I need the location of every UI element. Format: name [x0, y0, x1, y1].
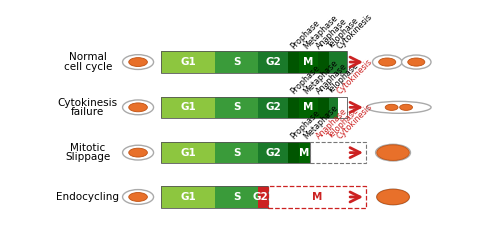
- Text: G2: G2: [265, 57, 281, 67]
- Text: S: S: [233, 102, 240, 112]
- Text: M: M: [312, 192, 322, 202]
- Ellipse shape: [122, 55, 154, 69]
- Text: Mitotic: Mitotic: [70, 143, 106, 153]
- Ellipse shape: [377, 189, 410, 205]
- Bar: [268, 186, 366, 208]
- Ellipse shape: [400, 104, 412, 110]
- Text: Telophase: Telophase: [326, 107, 360, 141]
- Bar: [162, 51, 348, 73]
- Bar: [299, 97, 318, 118]
- Text: G1: G1: [180, 148, 196, 158]
- Ellipse shape: [408, 58, 425, 66]
- Text: Cytokinesis: Cytokinesis: [336, 57, 374, 96]
- Bar: [162, 51, 216, 73]
- Text: G2: G2: [253, 192, 268, 202]
- Ellipse shape: [366, 101, 431, 113]
- Bar: [216, 51, 258, 73]
- Bar: [162, 186, 268, 208]
- Text: Endocycling: Endocycling: [56, 192, 119, 202]
- Text: Cytokinesis: Cytokinesis: [336, 102, 374, 141]
- Bar: [258, 97, 288, 118]
- Text: Cytokinesis: Cytokinesis: [58, 98, 118, 108]
- Text: Prophase: Prophase: [289, 108, 322, 141]
- Text: Slippage: Slippage: [65, 152, 110, 162]
- Bar: [162, 186, 216, 208]
- Bar: [310, 142, 366, 163]
- Bar: [288, 51, 299, 73]
- Text: Normal: Normal: [69, 53, 106, 62]
- Text: Metaphase: Metaphase: [302, 103, 340, 141]
- Text: M: M: [303, 57, 314, 67]
- Ellipse shape: [385, 104, 398, 110]
- Ellipse shape: [129, 58, 148, 66]
- Bar: [162, 97, 348, 118]
- Bar: [338, 51, 347, 73]
- Bar: [216, 186, 258, 208]
- Ellipse shape: [129, 103, 148, 112]
- Bar: [162, 142, 216, 163]
- Bar: [216, 97, 258, 118]
- Ellipse shape: [372, 55, 402, 69]
- Bar: [328, 51, 338, 73]
- Bar: [318, 51, 328, 73]
- Ellipse shape: [402, 55, 431, 69]
- Ellipse shape: [377, 189, 410, 205]
- Bar: [216, 142, 258, 163]
- Text: S: S: [233, 192, 240, 202]
- Text: Anaphase: Anaphase: [315, 107, 350, 141]
- Ellipse shape: [129, 148, 148, 157]
- Text: G1: G1: [180, 192, 196, 202]
- Text: failure: failure: [71, 107, 104, 117]
- Bar: [328, 97, 338, 118]
- Bar: [338, 97, 347, 118]
- Bar: [258, 51, 288, 73]
- Text: G2: G2: [265, 102, 281, 112]
- Text: Telophase: Telophase: [326, 61, 360, 96]
- Bar: [288, 142, 299, 163]
- Text: Prophase: Prophase: [289, 63, 322, 96]
- Ellipse shape: [122, 100, 154, 115]
- Ellipse shape: [377, 145, 410, 160]
- Text: Metaphase: Metaphase: [302, 58, 340, 96]
- Text: Telophase: Telophase: [326, 16, 360, 50]
- Bar: [162, 97, 216, 118]
- Text: S: S: [233, 148, 240, 158]
- Ellipse shape: [376, 144, 410, 161]
- Text: Anaphase: Anaphase: [315, 16, 350, 50]
- Text: M: M: [303, 102, 314, 112]
- Text: G2: G2: [265, 148, 281, 158]
- Text: Prophase: Prophase: [289, 18, 322, 50]
- Bar: [258, 186, 268, 208]
- Bar: [162, 142, 310, 163]
- Text: M: M: [300, 148, 310, 158]
- Ellipse shape: [378, 58, 396, 66]
- Text: Metaphase: Metaphase: [302, 13, 340, 50]
- Text: cell cycle: cell cycle: [64, 62, 112, 72]
- Ellipse shape: [129, 192, 148, 201]
- Ellipse shape: [122, 145, 154, 160]
- Text: G1: G1: [180, 57, 196, 67]
- Ellipse shape: [122, 190, 154, 204]
- Text: S: S: [233, 57, 240, 67]
- Text: Anaphase: Anaphase: [315, 61, 350, 96]
- Bar: [299, 51, 318, 73]
- Bar: [318, 97, 328, 118]
- Text: Cytokinesis: Cytokinesis: [336, 12, 374, 50]
- Bar: [299, 142, 310, 163]
- Text: G1: G1: [180, 102, 196, 112]
- Bar: [288, 97, 299, 118]
- Bar: [258, 142, 288, 163]
